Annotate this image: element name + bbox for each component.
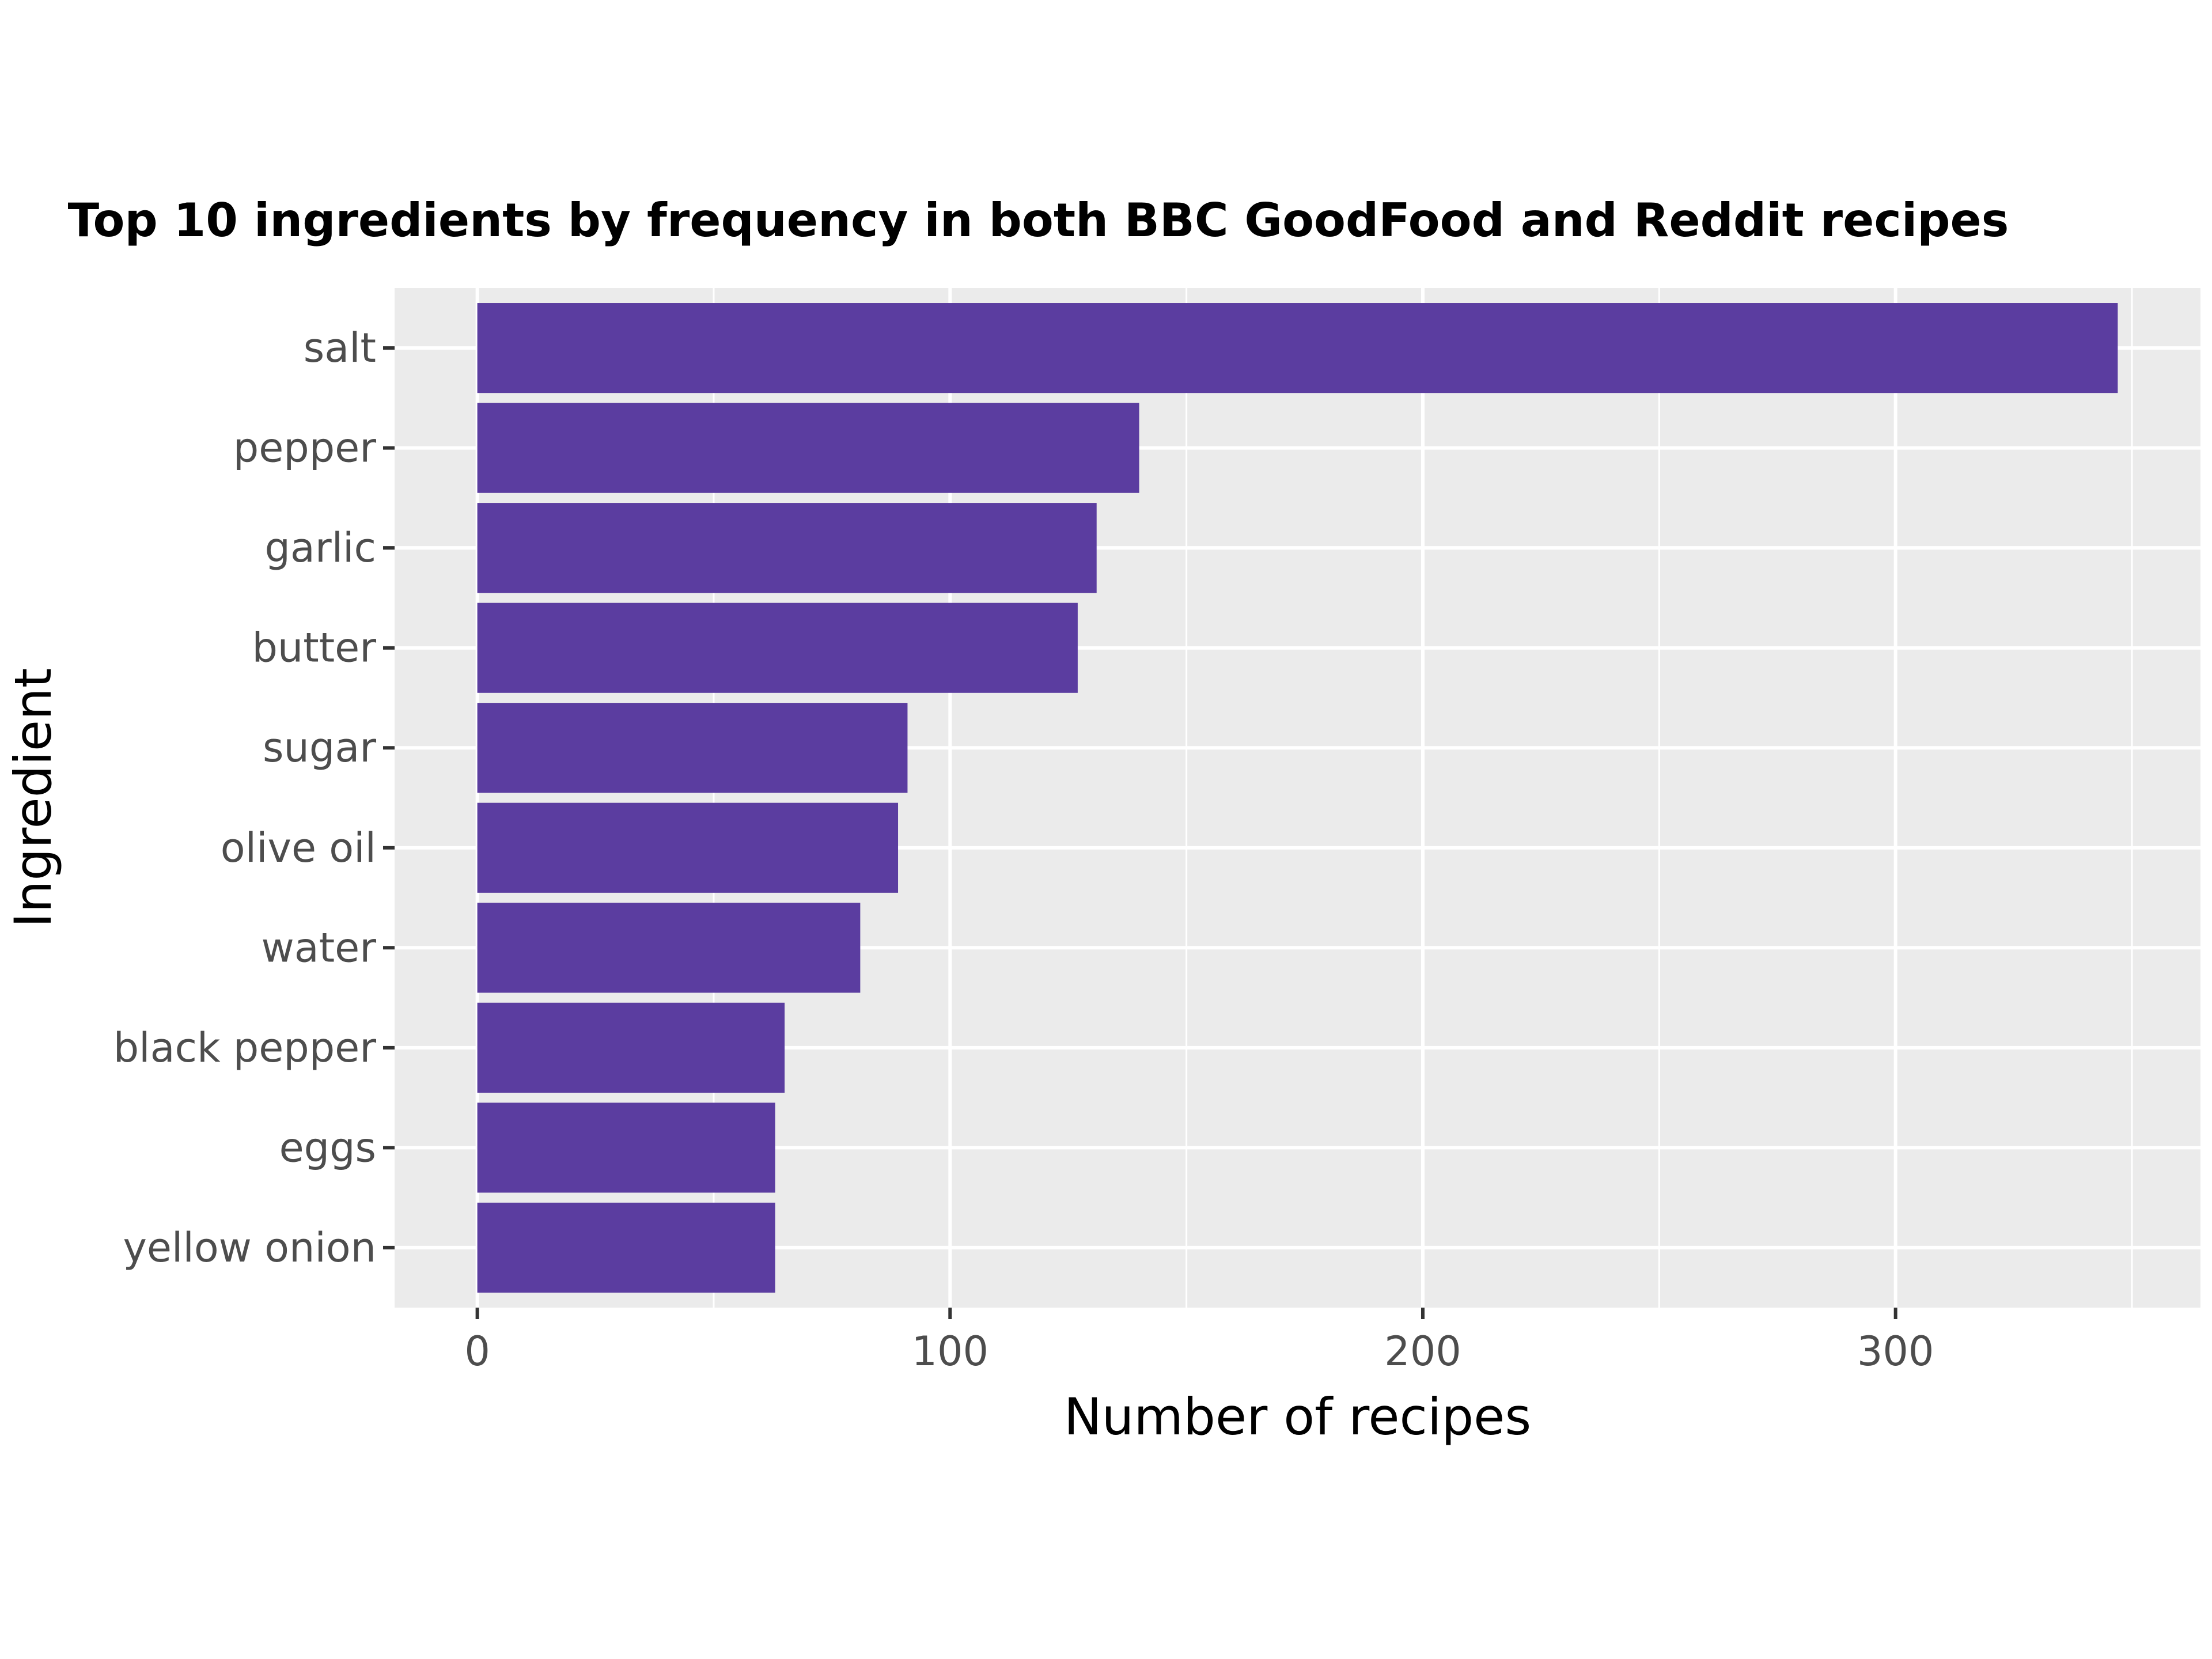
y-tick-label: sugar (263, 724, 376, 771)
bar-olive-oil (477, 802, 899, 893)
y-tick-label: water (262, 924, 377, 971)
bar-pepper (477, 403, 1139, 493)
x-axis-title: Number of recipes (1064, 1387, 1531, 1446)
y-tick-label: garlic (265, 524, 377, 571)
y-tick-label: salt (304, 324, 376, 372)
y-tick-label: yellow onion (123, 1224, 376, 1271)
y-axis-title: Ingredient (3, 668, 63, 928)
bar-black-pepper (477, 1002, 785, 1093)
y-tick-label: olive oil (221, 824, 376, 872)
bar-water (477, 903, 861, 993)
bar-sugar (477, 703, 908, 793)
x-tick-label: 100 (911, 1328, 988, 1375)
bar-garlic (477, 503, 1097, 593)
x-axis: 0 100 200 300 (464, 1308, 1934, 1375)
y-tick-label: eggs (279, 1124, 376, 1171)
bar-yellow-onion (477, 1202, 775, 1293)
x-tick-label: 200 (1384, 1328, 1461, 1375)
y-axis: salt pepper garlic butter sugar olive oil wate… (113, 324, 395, 1271)
x-tick-label: 300 (1857, 1328, 1934, 1375)
y-tick-label: pepper (233, 425, 376, 472)
x-tick-label: 0 (464, 1328, 490, 1375)
y-tick-label: black pepper (113, 1024, 376, 1071)
chart-title: Top 10 ingredients by frequency in both … (68, 194, 2009, 247)
bars (477, 303, 2118, 1293)
bar-eggs (477, 1103, 775, 1193)
y-tick-label: butter (252, 624, 376, 672)
bar-salt (477, 303, 2118, 393)
bar-butter (477, 603, 1078, 693)
